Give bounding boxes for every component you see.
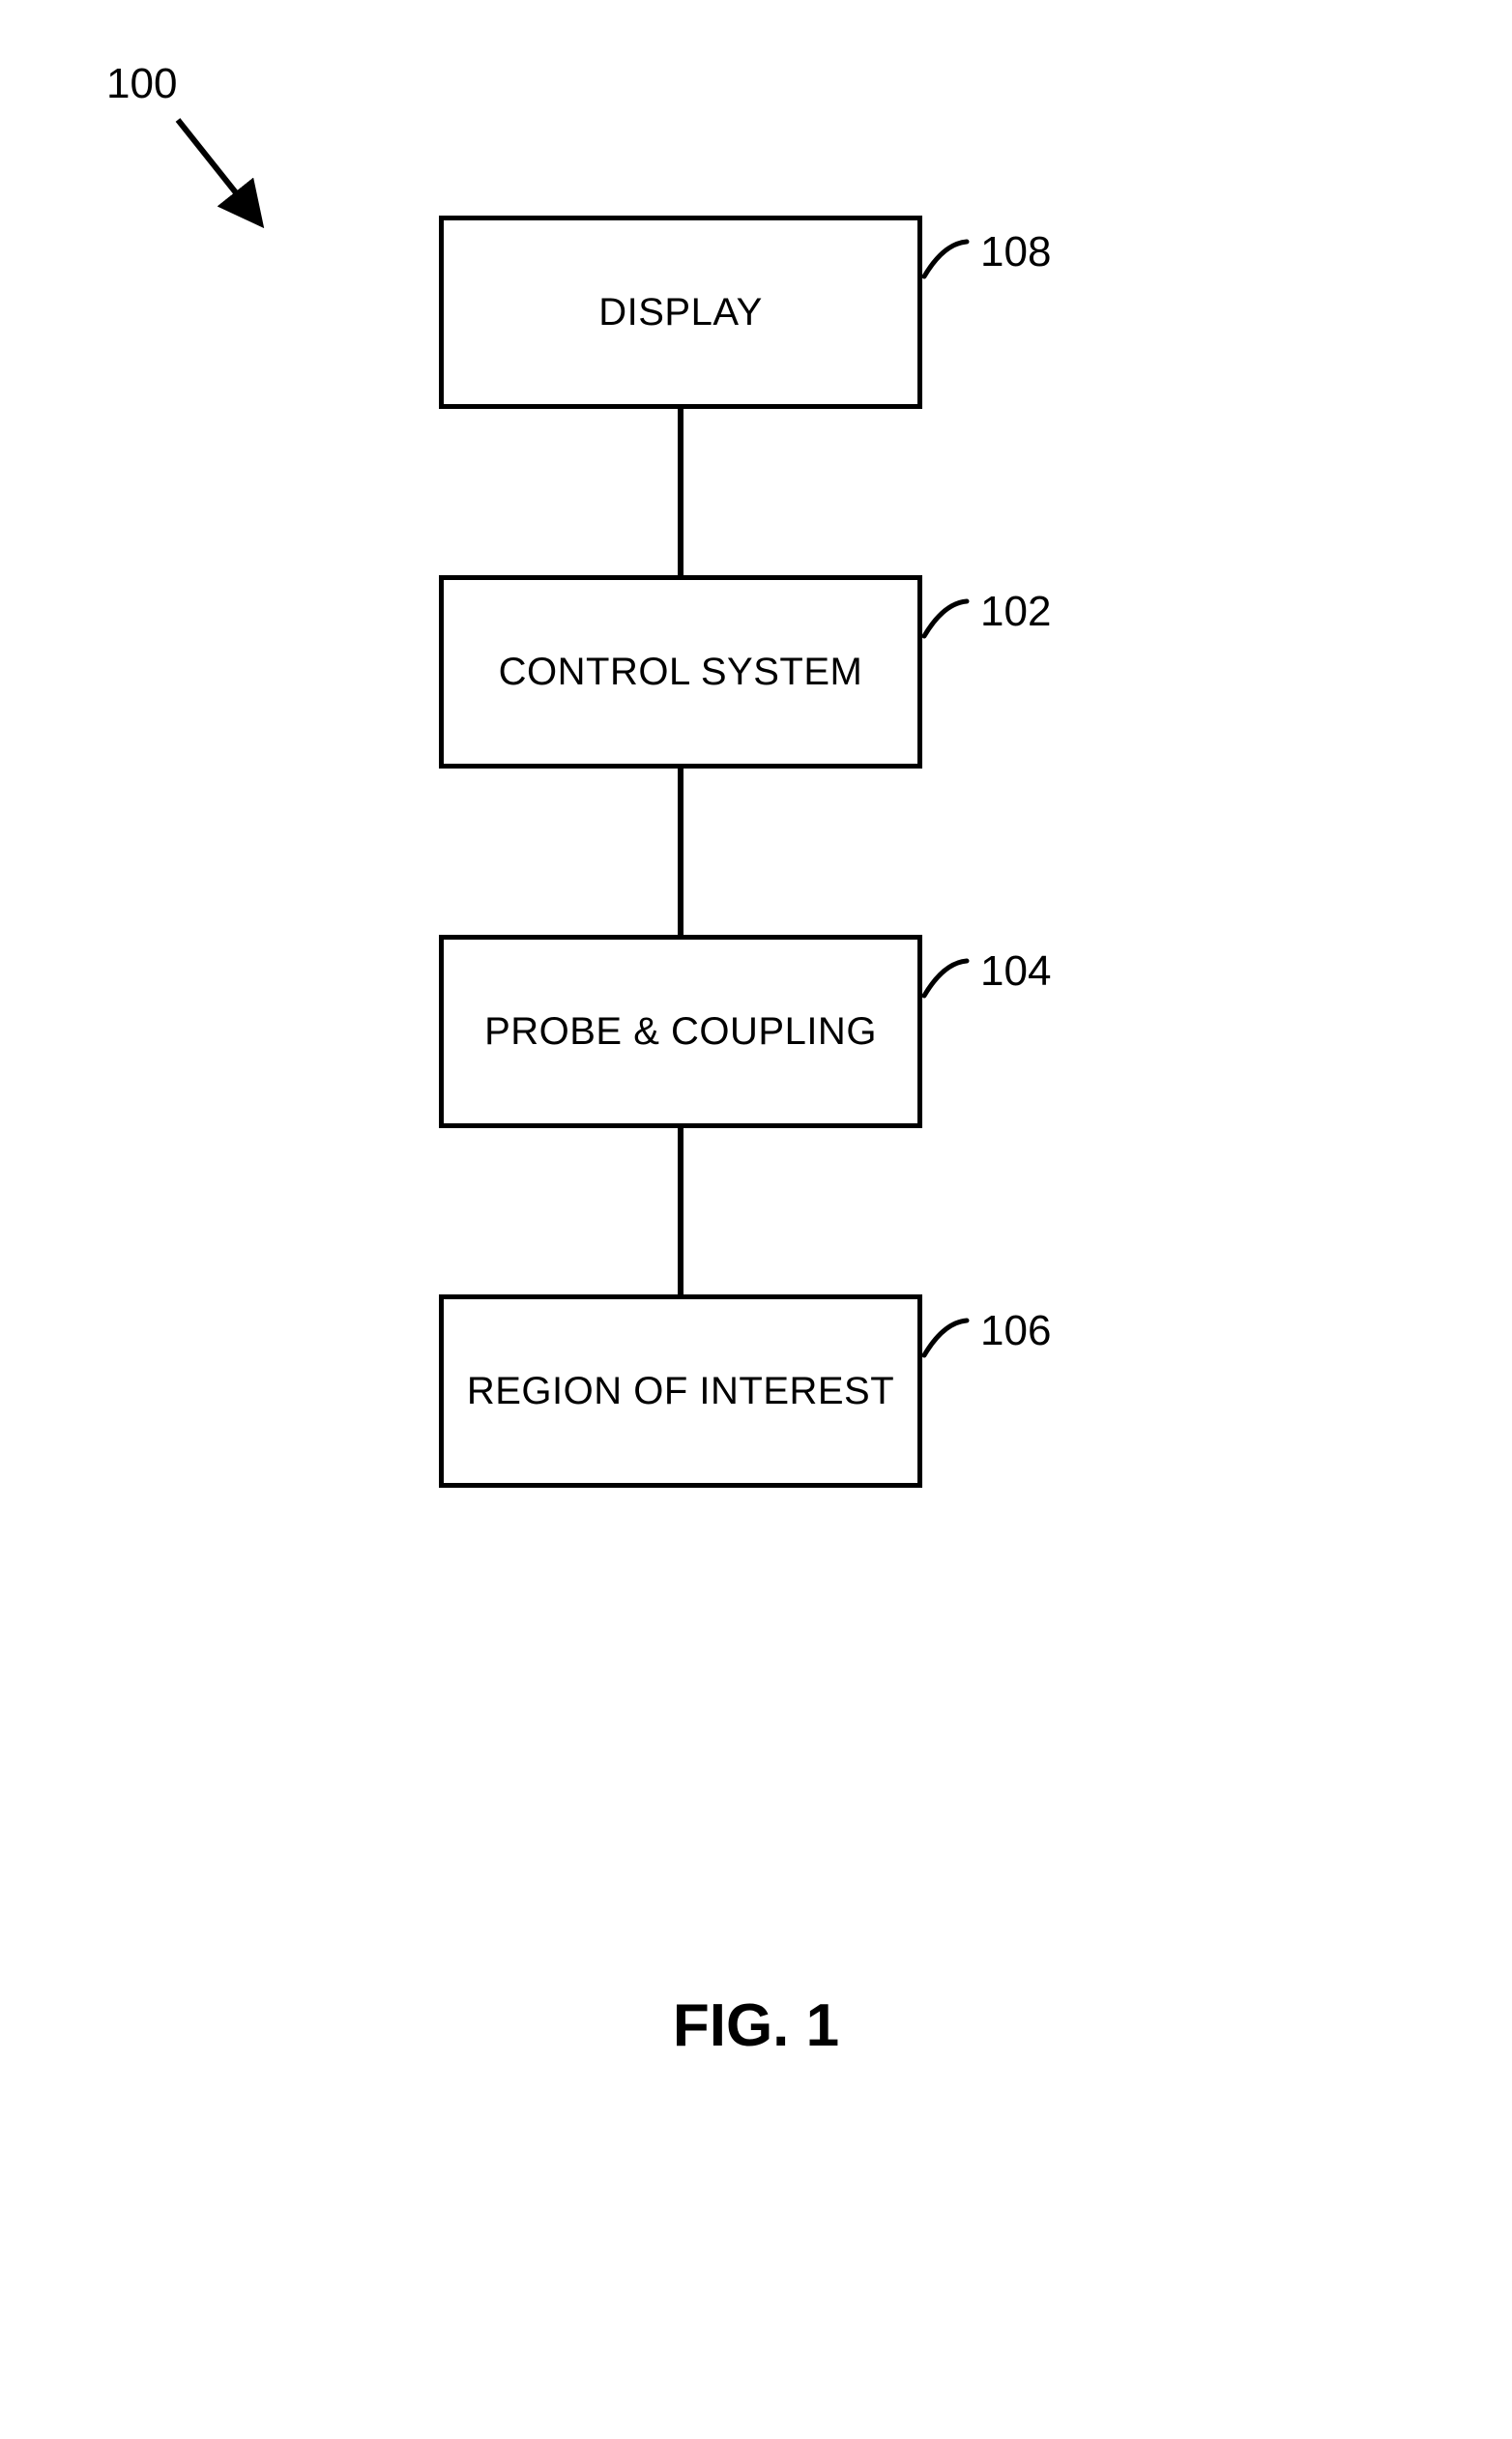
- ref-label-roi: 106: [980, 1307, 1051, 1355]
- ref-label-control: 102: [980, 588, 1051, 636]
- connector-control-probe: [678, 769, 683, 935]
- box-probe-label: PROBE & COUPLING: [484, 1009, 877, 1054]
- connector-display-control: [678, 409, 683, 575]
- callout-curve-probe: [918, 955, 976, 1003]
- callout-curve-display: [918, 236, 976, 284]
- diagram-canvas: 100 DISPLAY 108 CONTROL SYSTEM 102 PROBE…: [0, 0, 1512, 2439]
- connector-probe-roi: [678, 1128, 683, 1294]
- callout-curve-roi: [918, 1315, 976, 1363]
- box-control-system: CONTROL SYSTEM: [439, 575, 922, 769]
- box-roi-label: REGION OF INTEREST: [467, 1369, 894, 1413]
- callout-curve-control: [918, 595, 976, 644]
- ref-label-display: 108: [980, 228, 1051, 276]
- box-region-of-interest: REGION OF INTEREST: [439, 1294, 922, 1488]
- figure-caption: FIG. 1: [0, 1991, 1512, 2060]
- box-display-label: DISPLAY: [598, 290, 763, 334]
- ref-label-probe: 104: [980, 947, 1051, 996]
- box-control-label: CONTROL SYSTEM: [499, 650, 863, 694]
- box-display: DISPLAY: [439, 216, 922, 409]
- box-probe-coupling: PROBE & COUPLING: [439, 935, 922, 1128]
- system-arrow: [145, 97, 319, 280]
